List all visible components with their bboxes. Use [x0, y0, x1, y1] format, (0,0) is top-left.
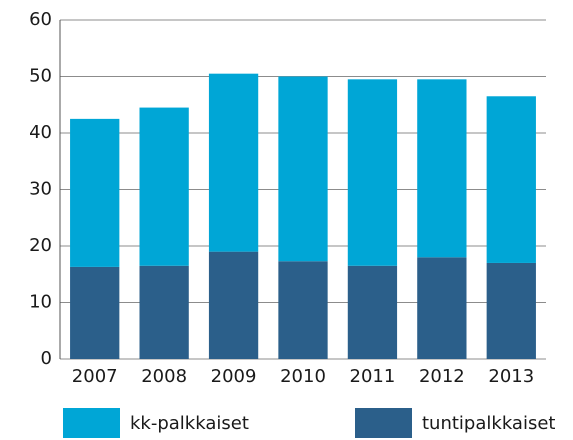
legend-swatch [355, 408, 412, 438]
bar-segment [486, 96, 536, 263]
bar-segment [139, 107, 189, 266]
bar-segment [208, 73, 259, 252]
bar-segment [278, 76, 328, 262]
x-tick-label: 2012 [419, 366, 465, 387]
bar-segment [139, 265, 189, 359]
bar-segment [417, 79, 467, 258]
bar-segment [70, 118, 120, 267]
x-tick-label: 2011 [350, 366, 396, 387]
y-tick-label: 20 [29, 235, 52, 256]
x-tick-label: 2008 [141, 366, 187, 387]
y-tick-label: 60 [29, 9, 52, 30]
y-tick-label: 40 [29, 122, 52, 143]
bar-segment [70, 266, 120, 359]
y-tick-label: 50 [29, 66, 52, 87]
legend-label: kk-palkkaiset [130, 413, 249, 434]
y-tick-label: 30 [29, 179, 52, 200]
x-tick-label: 2013 [488, 366, 534, 387]
bar-segment [347, 79, 398, 266]
bar-segment [208, 251, 259, 359]
bar-segment [347, 265, 398, 359]
y-tick-label: 0 [41, 348, 52, 369]
y-tick-label: 10 [29, 292, 52, 313]
legend-swatch [63, 408, 120, 438]
bar-segment [278, 261, 328, 359]
x-tick-label: 2010 [280, 366, 326, 387]
bar-segment [417, 257, 467, 359]
bar-segment [486, 262, 536, 359]
legend-label: tuntipalkkaiset [422, 413, 555, 434]
x-tick-label: 2009 [211, 366, 257, 387]
x-tick-label: 2007 [72, 366, 118, 387]
